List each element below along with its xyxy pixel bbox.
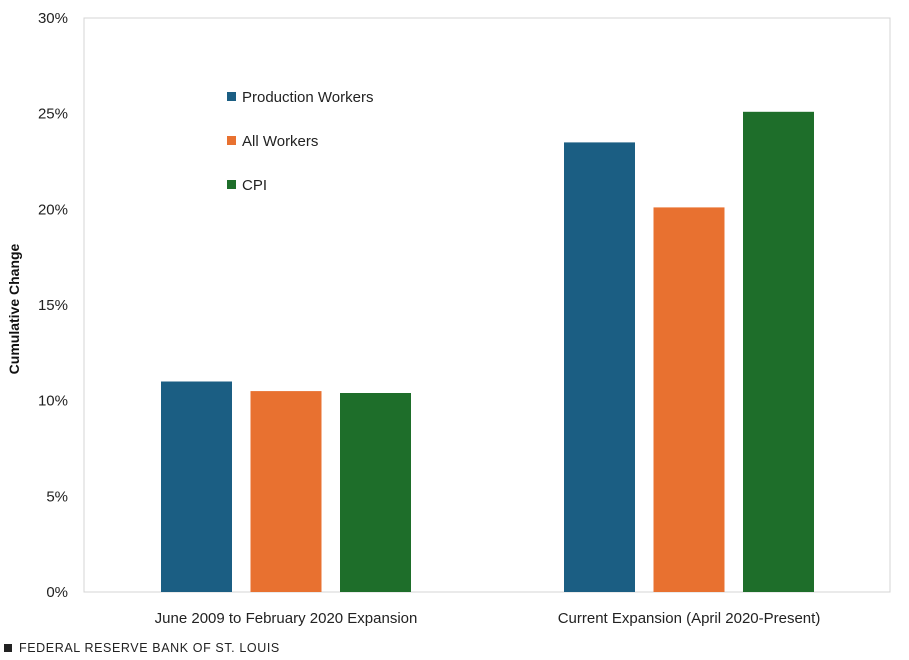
bar-group [161, 111, 814, 593]
legend-swatch-cpi [227, 180, 236, 189]
y-axis-label: Cumulative Change [6, 243, 22, 374]
bar-all-workers-1 [250, 391, 322, 592]
legend-label: Production Workers [242, 89, 373, 106]
footer-square-icon [4, 644, 12, 652]
footer-source: FEDERAL RESERVE BANK OF ST. LOUIS [4, 641, 280, 655]
x-category-label: June 2009 to February 2020 Expansion [155, 610, 418, 627]
legend-swatch-production-workers [227, 92, 236, 101]
y-tick-label: 0% [46, 584, 68, 601]
bar-all-workers-2 [653, 207, 725, 592]
y-tick-label: 25% [38, 106, 68, 123]
y-tick-label: 30% [38, 10, 68, 27]
bar-cpi-2 [743, 111, 814, 593]
x-category-label: Current Expansion (April 2020-Present) [558, 610, 821, 627]
bar-cpi-1 [340, 393, 411, 592]
bar-production-workers-2 [564, 142, 635, 592]
legend-label: CPI [242, 177, 267, 194]
y-tick-label: 15% [38, 297, 68, 314]
y-tick-label: 5% [46, 488, 68, 505]
x-axis-category-labels: June 2009 to February 2020 Expansion Curr… [155, 610, 821, 627]
footer-source-text: FEDERAL RESERVE BANK OF ST. LOUIS [19, 641, 280, 655]
legend-swatch-all-workers [227, 136, 236, 145]
bar-production-workers-1 [161, 381, 232, 592]
legend-label: All Workers [242, 133, 318, 150]
y-tick-label: 20% [38, 201, 68, 218]
y-axis-ticks: 0% 5% 10% 15% 20% 25% 30% [38, 10, 68, 601]
legend: Production Workers All Workers CPI [227, 89, 373, 194]
plot-area-frame [83, 17, 891, 593]
y-tick-label: 10% [38, 393, 68, 410]
